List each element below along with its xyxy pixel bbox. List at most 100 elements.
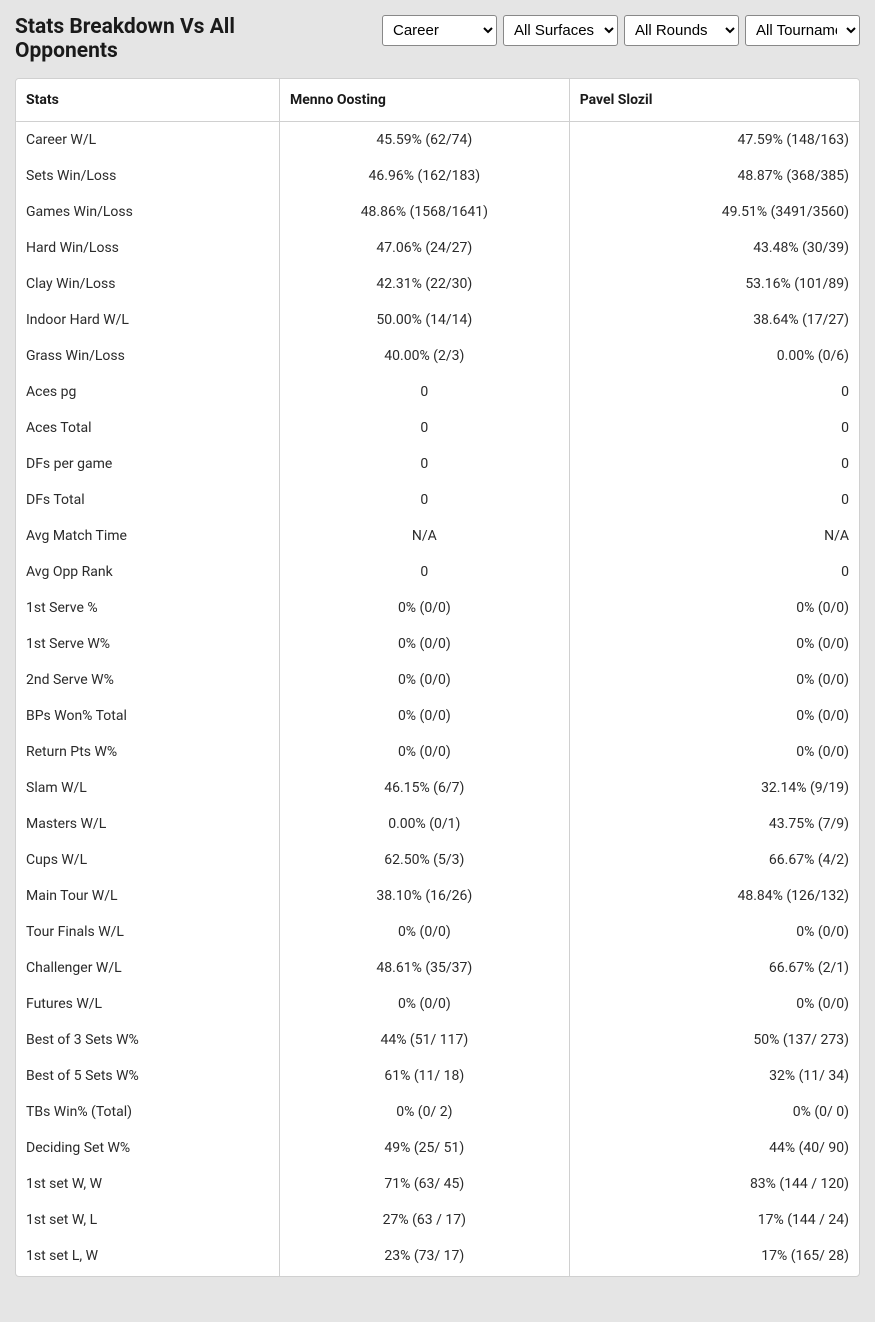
player2-value-cell: 66.67% (2/1) [569,950,859,986]
player1-value-cell: 0% (0/0) [279,590,569,626]
player2-value-cell: 0 [569,482,859,518]
player2-value-cell: 0.00% (0/6) [569,338,859,374]
table-row: 1st set W, L27% (63 / 17)17% (144 / 24) [16,1202,859,1238]
stat-name-cell: 1st Serve W% [16,626,279,662]
player1-value-cell: 47.06% (24/27) [279,230,569,266]
table-row: 1st Serve %0% (0/0)0% (0/0) [16,590,859,626]
stat-name-cell: 1st set W, W [16,1166,279,1202]
stat-name-cell: Sets Win/Loss [16,158,279,194]
stat-name-cell: Main Tour W/L [16,878,279,914]
player2-value-cell: 0 [569,410,859,446]
column-header-player2: Pavel Slozil [569,79,859,122]
table-row: 1st Serve W%0% (0/0)0% (0/0) [16,626,859,662]
player2-value-cell: 0 [569,446,859,482]
table-row: 2nd Serve W%0% (0/0)0% (0/0) [16,662,859,698]
table-row: Challenger W/L48.61% (35/37)66.67% (2/1) [16,950,859,986]
table-row: Tour Finals W/L0% (0/0)0% (0/0) [16,914,859,950]
stats-table-wrapper: Stats Menno Oosting Pavel Slozil Career … [15,78,860,1277]
player2-value-cell: 0% (0/0) [569,914,859,950]
surface-filter[interactable]: All Surfaces [503,15,618,46]
career-filter[interactable]: Career [382,15,497,46]
stat-name-cell: 1st set L, W [16,1238,279,1276]
player1-value-cell: 0 [279,446,569,482]
player1-value-cell: 0% (0/0) [279,662,569,698]
player1-value-cell: 45.59% (62/74) [279,122,569,159]
table-row: Career W/L45.59% (62/74)47.59% (148/163) [16,122,859,159]
stat-name-cell: Games Win/Loss [16,194,279,230]
stat-name-cell: Clay Win/Loss [16,266,279,302]
player1-value-cell: 49% (25/ 51) [279,1130,569,1166]
player2-value-cell: 43.75% (7/9) [569,806,859,842]
table-row: DFs Total00 [16,482,859,518]
player2-value-cell: 17% (144 / 24) [569,1202,859,1238]
table-row: Clay Win/Loss42.31% (22/30)53.16% (101/8… [16,266,859,302]
player1-value-cell: 62.50% (5/3) [279,842,569,878]
stat-name-cell: Hard Win/Loss [16,230,279,266]
table-row: DFs per game00 [16,446,859,482]
tournaments-filter[interactable]: All Tournaments [745,15,860,46]
table-row: Best of 3 Sets W%44% (51/ 117)50% (137/ … [16,1022,859,1058]
player1-value-cell: 48.61% (35/37) [279,950,569,986]
stat-name-cell: Cups W/L [16,842,279,878]
stat-name-cell: Aces pg [16,374,279,410]
player1-value-cell: 48.86% (1568/1641) [279,194,569,230]
player2-value-cell: 0% (0/ 0) [569,1094,859,1130]
stat-name-cell: DFs per game [16,446,279,482]
player1-value-cell: 38.10% (16/26) [279,878,569,914]
player1-value-cell: 46.96% (162/183) [279,158,569,194]
table-row: Aces Total00 [16,410,859,446]
player2-value-cell: 17% (165/ 28) [569,1238,859,1276]
player1-value-cell: 0% (0/ 2) [279,1094,569,1130]
table-row: TBs Win% (Total)0% (0/ 2)0% (0/ 0) [16,1094,859,1130]
player2-value-cell: 0 [569,554,859,590]
table-row: Masters W/L0.00% (0/1)43.75% (7/9) [16,806,859,842]
stat-name-cell: Futures W/L [16,986,279,1022]
table-row: Games Win/Loss48.86% (1568/1641)49.51% (… [16,194,859,230]
player2-value-cell: 53.16% (101/89) [569,266,859,302]
column-header-player1: Menno Oosting [279,79,569,122]
player1-value-cell: 0% (0/0) [279,914,569,950]
stat-name-cell: TBs Win% (Total) [16,1094,279,1130]
page-title: Stats Breakdown Vs All Opponents [15,15,315,63]
stat-name-cell: DFs Total [16,482,279,518]
player1-value-cell: 44% (51/ 117) [279,1022,569,1058]
player2-value-cell: 66.67% (4/2) [569,842,859,878]
player2-value-cell: 0% (0/0) [569,986,859,1022]
player1-value-cell: 40.00% (2/3) [279,338,569,374]
stat-name-cell: Grass Win/Loss [16,338,279,374]
filter-bar: Career All Surfaces All Rounds All Tourn… [382,15,860,46]
player2-value-cell: 43.48% (30/39) [569,230,859,266]
stat-name-cell: Avg Opp Rank [16,554,279,590]
stat-name-cell: Tour Finals W/L [16,914,279,950]
player1-value-cell: 23% (73/ 17) [279,1238,569,1276]
table-row: Sets Win/Loss46.96% (162/183)48.87% (368… [16,158,859,194]
player1-value-cell: 0% (0/0) [279,986,569,1022]
player1-value-cell: 0% (0/0) [279,626,569,662]
player1-value-cell: 61% (11/ 18) [279,1058,569,1094]
stat-name-cell: Career W/L [16,122,279,159]
player2-value-cell: 32.14% (9/19) [569,770,859,806]
stat-name-cell: Deciding Set W% [16,1130,279,1166]
player2-value-cell: 0% (0/0) [569,590,859,626]
player1-value-cell: 0% (0/0) [279,734,569,770]
stat-name-cell: Challenger W/L [16,950,279,986]
table-row: Cups W/L62.50% (5/3)66.67% (4/2) [16,842,859,878]
player2-value-cell: N/A [569,518,859,554]
stat-name-cell: Masters W/L [16,806,279,842]
table-row: Avg Match TimeN/AN/A [16,518,859,554]
stat-name-cell: Aces Total [16,410,279,446]
player1-value-cell: 42.31% (22/30) [279,266,569,302]
player2-value-cell: 49.51% (3491/3560) [569,194,859,230]
table-row: 1st set W, W71% (63/ 45)83% (144 / 120) [16,1166,859,1202]
player1-value-cell: 0% (0/0) [279,698,569,734]
stat-name-cell: Indoor Hard W/L [16,302,279,338]
table-row: BPs Won% Total0% (0/0)0% (0/0) [16,698,859,734]
stat-name-cell: Return Pts W% [16,734,279,770]
player2-value-cell: 38.64% (17/27) [569,302,859,338]
player2-value-cell: 83% (144 / 120) [569,1166,859,1202]
table-row: 1st set L, W23% (73/ 17)17% (165/ 28) [16,1238,859,1276]
table-row: Main Tour W/L38.10% (16/26)48.84% (126/1… [16,878,859,914]
rounds-filter[interactable]: All Rounds [624,15,739,46]
player2-value-cell: 0% (0/0) [569,734,859,770]
player2-value-cell: 0% (0/0) [569,662,859,698]
